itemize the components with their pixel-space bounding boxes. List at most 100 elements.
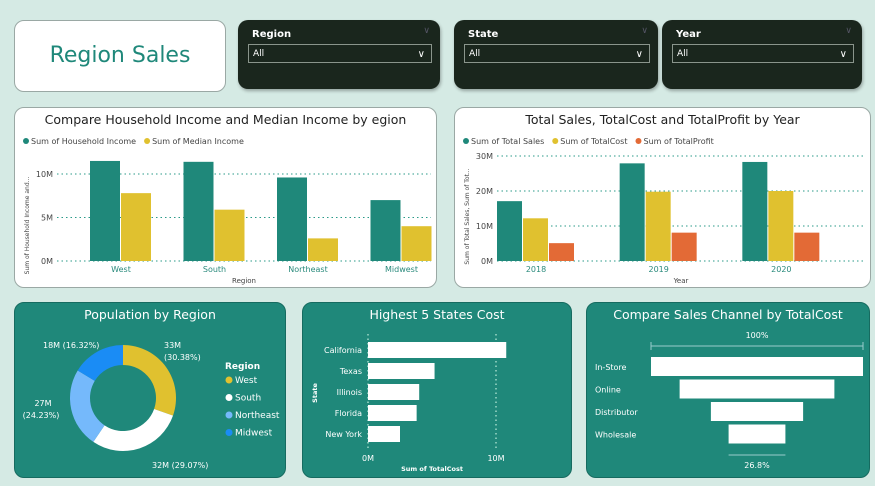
sales-channel-funnel: Compare Sales Channel by TotalCost 100% I… — [586, 302, 870, 478]
funnel-bar — [651, 357, 863, 376]
region-dropdown[interactable]: All ∨ — [248, 44, 432, 63]
y-tick-label: Florida — [335, 409, 362, 418]
slicer-label: State — [468, 29, 499, 40]
legend-marker — [225, 394, 233, 401]
legend-marker — [23, 138, 29, 144]
category-label: In-Store — [595, 363, 627, 372]
y-axis-title: State — [311, 383, 319, 403]
x-tick-label: 2020 — [771, 265, 791, 274]
legend-title: Region — [225, 362, 260, 372]
year-dropdown[interactable]: All ∨ — [672, 44, 854, 63]
y-tick-label: 30M — [476, 152, 493, 161]
y-tick-label: 0M — [481, 257, 493, 266]
chevron-down-icon[interactable]: ∨ — [845, 26, 852, 36]
population-donut-chart: Population by Region 33M (30.38%) 32M (29.… — [14, 302, 286, 478]
top-percent-label: 100% — [746, 331, 769, 340]
data-label: 33M — [164, 341, 181, 350]
donut-slice — [93, 408, 174, 451]
x-tick-label: South — [203, 265, 226, 274]
slicer-year[interactable]: Year ∨ All ∨ — [662, 20, 862, 89]
x-axis-title: Region — [232, 277, 256, 285]
dropdown-value: All — [677, 49, 689, 59]
x-tick-label: 10M — [487, 454, 504, 463]
donut-slice — [70, 370, 105, 442]
state-dropdown[interactable]: All ∨ — [464, 44, 650, 63]
slicer-region[interactable]: Region ∨ All ∨ — [238, 20, 440, 89]
page-title: Region Sales — [49, 43, 191, 68]
dropdown-value: All — [469, 49, 481, 59]
bar — [183, 161, 214, 261]
chevron-down-icon[interactable]: ∨ — [635, 49, 643, 60]
legend-label: Sum of TotalCost — [560, 137, 627, 146]
bar — [368, 363, 435, 379]
bar — [645, 191, 671, 261]
states-cost-chart: Highest 5 States Cost California Texas Ill… — [302, 302, 572, 478]
legend-label: Sum of Median Income — [152, 137, 244, 146]
chevron-down-icon[interactable]: ∨ — [417, 49, 425, 60]
bottom-percent-label: 26.8% — [744, 461, 770, 470]
data-label: (24.23%) — [23, 411, 60, 420]
y-tick-label: California — [324, 346, 362, 355]
x-tick-label: 2019 — [648, 265, 668, 274]
chevron-down-icon[interactable]: ∨ — [839, 49, 847, 60]
chart-title: Total Sales, TotalCost and TotalProfit b… — [525, 112, 800, 127]
chart-title: Compare Sales Channel by TotalCost — [613, 307, 843, 322]
bar — [401, 226, 432, 261]
chart-title: Compare Household Income and Median Inco… — [44, 112, 407, 127]
bar — [121, 193, 151, 261]
bar — [497, 201, 522, 261]
bar — [368, 426, 400, 442]
chevron-down-icon[interactable]: ∨ — [423, 26, 430, 36]
donut-slice — [123, 345, 177, 416]
y-tick-label: 10M — [36, 170, 53, 179]
data-label: 27M — [34, 399, 51, 408]
slicer-state[interactable]: State ∨ All ∨ — [454, 20, 658, 89]
legend-label: Sum of Total Sales — [471, 137, 544, 146]
bar — [742, 161, 768, 261]
y-tick-label: 5M — [41, 214, 53, 223]
chevron-down-icon[interactable]: ∨ — [641, 26, 648, 36]
bar — [277, 177, 307, 261]
legend-marker — [144, 138, 151, 144]
x-tick-label: Northeast — [288, 265, 328, 274]
legend-marker — [463, 138, 469, 144]
donut-slice — [77, 345, 123, 381]
legend-label: Sum of Household Income — [31, 137, 136, 146]
x-tick-label: 2018 — [526, 265, 546, 274]
funnel-bar — [728, 424, 786, 444]
data-label: 18M (16.32%) — [43, 341, 99, 350]
bar — [619, 163, 645, 261]
bar — [368, 342, 507, 358]
legend-marker — [225, 376, 233, 384]
bar — [214, 209, 245, 261]
sales-by-year-chart: Total Sales, TotalCost and TotalProfit b… — [454, 107, 871, 288]
x-axis-title: Sum of TotalCost — [401, 465, 463, 473]
bar — [549, 243, 574, 261]
legend-marker — [225, 429, 233, 436]
x-tick-label: West — [111, 265, 131, 274]
chart-title: Highest 5 States Cost — [369, 307, 505, 322]
bar — [671, 232, 697, 261]
bar — [90, 160, 120, 261]
legend-label: South — [235, 394, 261, 404]
y-tick-label: Texas — [339, 367, 362, 376]
bar — [368, 405, 417, 421]
chart-title: Population by Region — [84, 307, 216, 322]
legend-label: Northeast — [235, 411, 280, 421]
income-by-region-chart: Compare Household Income and Median Inco… — [14, 107, 437, 288]
title-card: Region Sales — [14, 20, 226, 92]
category-label: Online — [595, 386, 621, 395]
category-label: Distributor — [595, 408, 638, 417]
bar — [523, 218, 548, 261]
y-tick-label: 20M — [476, 187, 493, 196]
bar — [368, 384, 420, 400]
data-label: (30.38%) — [164, 353, 201, 362]
funnel-bar — [679, 379, 835, 399]
dropdown-value: All — [253, 49, 265, 59]
bar — [370, 200, 401, 261]
bar — [308, 238, 338, 261]
legend-marker — [552, 138, 559, 144]
y-axis-title: Sum of Total Sales, Sum of Tot... — [464, 168, 471, 264]
y-axis-title: Sum of Household Income and... — [24, 177, 31, 275]
legend-marker — [225, 411, 233, 419]
